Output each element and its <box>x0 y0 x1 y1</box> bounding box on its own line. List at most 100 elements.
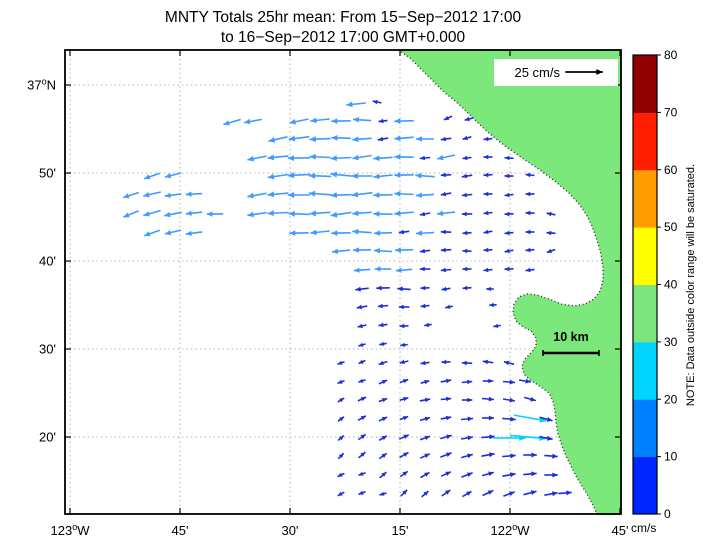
current-vector <box>525 247 535 253</box>
current-vector <box>460 435 474 441</box>
current-vector <box>462 266 472 272</box>
current-vector <box>357 433 367 441</box>
current-vector <box>143 209 161 217</box>
current-vector <box>440 267 452 273</box>
current-vector <box>289 230 309 236</box>
current-vector <box>268 136 288 143</box>
current-vector <box>357 415 367 421</box>
current-vector <box>394 118 414 124</box>
current-vector <box>440 247 452 253</box>
current-vector <box>464 116 474 122</box>
current-vector <box>525 172 535 178</box>
current-vector <box>462 248 472 254</box>
plot-frame <box>64 49 622 515</box>
axis-tick-label: 30' <box>39 342 56 357</box>
current-vector <box>415 172 435 179</box>
current-vector <box>373 155 393 162</box>
axis-tick-label: 50' <box>39 166 56 181</box>
colorbar-segment <box>633 55 657 113</box>
current-vector <box>399 359 409 365</box>
current-vector <box>337 452 345 460</box>
current-vector <box>544 491 558 497</box>
current-vector <box>493 323 501 328</box>
current-vector <box>373 173 393 180</box>
current-vector <box>394 154 414 160</box>
current-vector <box>419 435 431 441</box>
current-vector <box>399 470 409 478</box>
current-vector <box>502 397 516 403</box>
current-vector <box>460 453 474 459</box>
current-vector <box>308 190 332 197</box>
colorbar-segment <box>633 284 657 343</box>
current-vector <box>461 379 473 385</box>
current-vector <box>352 136 372 143</box>
current-vector <box>352 117 372 123</box>
current-vector <box>460 416 474 422</box>
current-vector <box>331 118 351 124</box>
current-vector <box>546 211 556 217</box>
current-vector <box>525 191 535 197</box>
current-vector <box>394 172 414 178</box>
current-vector <box>337 397 345 403</box>
current-vector <box>462 230 472 236</box>
current-vector <box>289 118 309 125</box>
colorbar-segment <box>633 341 657 400</box>
current-vector <box>504 266 514 272</box>
current-vector <box>287 155 311 161</box>
current-vector <box>267 191 289 198</box>
current-vector <box>440 191 452 197</box>
current-vector <box>518 378 532 384</box>
current-vector <box>358 359 366 365</box>
current-vector <box>374 266 392 272</box>
scale-bar-label: 10 km <box>553 330 588 344</box>
current-vector <box>482 359 494 365</box>
current-vector <box>267 210 289 217</box>
current-vector <box>482 378 494 384</box>
current-vector <box>420 285 430 291</box>
current-vector <box>394 247 414 253</box>
current-vector <box>502 379 516 385</box>
coastline <box>395 49 622 515</box>
current-vector <box>143 229 161 237</box>
current-vector <box>420 303 430 309</box>
current-vector <box>440 378 452 384</box>
current-vector <box>123 210 139 218</box>
current-vector <box>416 136 434 142</box>
current-vector <box>461 173 473 179</box>
current-vector <box>436 210 456 217</box>
current-vector <box>373 248 393 254</box>
colorbar-segment <box>633 227 657 285</box>
current-vector <box>399 323 409 329</box>
current-vector <box>378 379 388 385</box>
current-vector <box>503 491 515 497</box>
current-vector <box>394 210 414 217</box>
current-vector <box>309 153 331 160</box>
current-vector <box>122 191 140 199</box>
current-vector <box>288 210 310 217</box>
current-vector <box>399 378 409 384</box>
colorbar-tick-label: 60 <box>664 163 678 177</box>
current-vector <box>372 99 382 105</box>
current-vector <box>502 472 516 478</box>
current-vector <box>247 192 267 199</box>
current-vector <box>420 471 430 479</box>
current-vector <box>483 267 493 273</box>
current-vector <box>539 435 553 441</box>
current-vector <box>308 172 332 179</box>
current-vector <box>373 211 393 217</box>
current-vector <box>419 248 431 254</box>
current-vector <box>398 434 410 440</box>
annotation-shapes <box>494 59 618 356</box>
land-mass <box>395 49 622 515</box>
current-vector <box>513 414 547 423</box>
current-vector <box>355 286 369 292</box>
current-vector <box>503 360 515 366</box>
current-vector <box>378 435 388 441</box>
current-vector <box>486 286 494 292</box>
current-vector <box>544 453 558 459</box>
current-vector <box>440 136 452 142</box>
axis-tick-label: 45' <box>172 523 189 538</box>
current-vector <box>352 154 372 161</box>
current-vector <box>483 172 493 178</box>
current-vector <box>523 396 537 402</box>
